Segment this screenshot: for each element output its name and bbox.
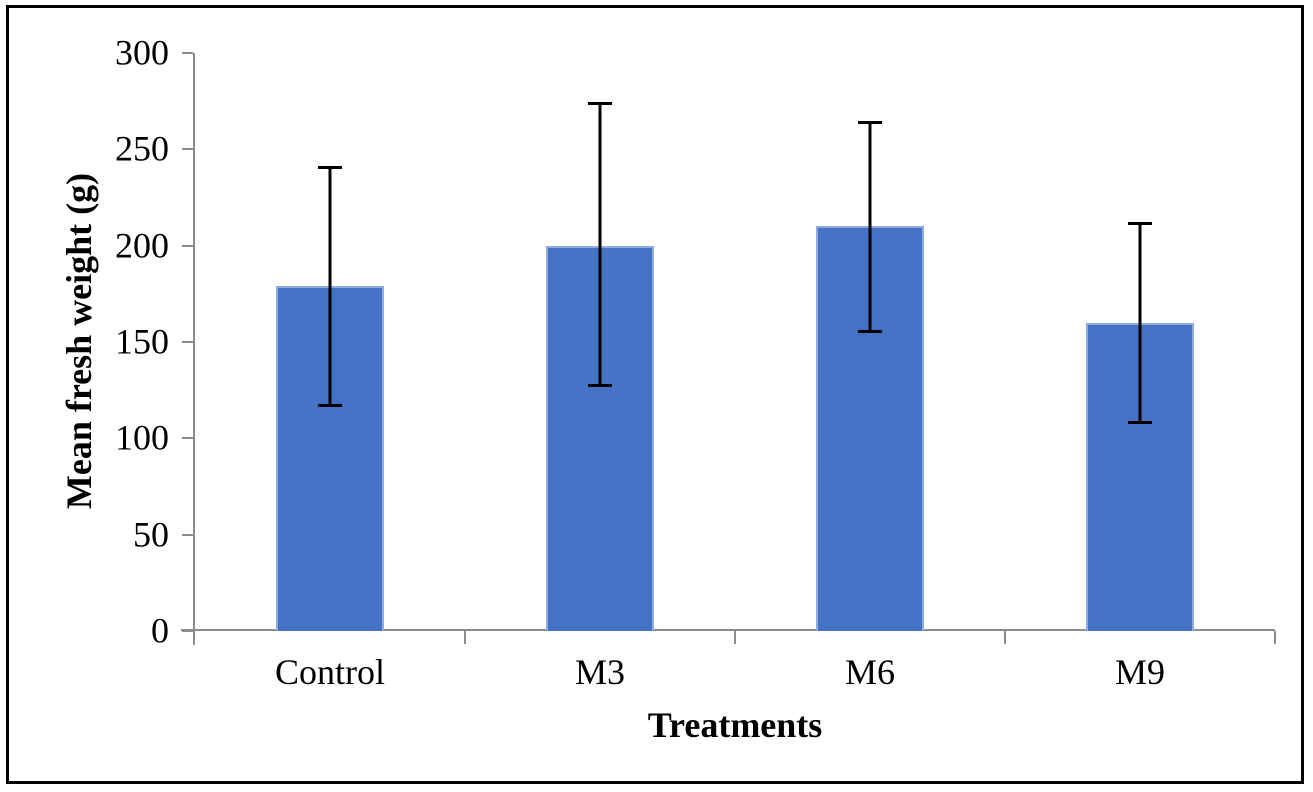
error-bar-cap-top (858, 121, 882, 125)
y-tick-mark (182, 244, 193, 247)
y-tick-label: 150 (115, 321, 169, 362)
error-bar-cap-bottom (318, 403, 342, 407)
y-tick-mark (182, 52, 193, 54)
y-tick-mark (182, 630, 193, 632)
error-bar-cap-bottom (588, 384, 612, 388)
y-tick-label: 100 (115, 417, 169, 458)
error-bar-cap-top (318, 165, 342, 169)
error-bar-line (868, 122, 872, 333)
chart-border-frame: 0 50 100 150 200 250 300 Control M3 M6 M9 Treatmen… (6, 5, 1304, 784)
y-axis-line (193, 53, 195, 645)
y-tick-mark (182, 341, 193, 343)
y-tick-mark (182, 148, 193, 151)
x-axis-line (181, 629, 1275, 631)
x-tick-mark (1004, 631, 1006, 644)
x-tick-mark (734, 631, 736, 644)
error-bar-cap-bottom (1128, 420, 1152, 424)
y-tick-label: 0 (151, 610, 169, 651)
error-bar-cap-bottom (858, 330, 882, 334)
category-label-m9: M9 (1114, 652, 1166, 692)
category-label-m6: M6 (844, 652, 896, 692)
error-bar-cap-top (1128, 221, 1152, 225)
y-tick-mark (182, 437, 193, 440)
category-label-m3: M3 (574, 652, 626, 692)
y-tick-label: 200 (115, 224, 169, 265)
error-bar-cap-top (588, 102, 612, 106)
error-bar-line (328, 166, 332, 406)
x-axis-title: Treatments (647, 705, 823, 745)
y-tick-label: 250 (115, 128, 169, 169)
y-axis-title: Mean fresh weight (g) (59, 172, 99, 510)
y-tick-label: 300 (115, 32, 169, 73)
x-tick-mark (464, 631, 466, 644)
y-tick-label: 50 (133, 513, 169, 554)
error-bar-line (598, 103, 602, 387)
plot-area: 0 50 100 150 200 250 300 Control M3 M6 M9 (115, 34, 1276, 692)
error-bar-line (1138, 222, 1142, 423)
y-tick-mark (182, 533, 193, 536)
x-tick-mark (1274, 631, 1276, 644)
category-label-control: Control (274, 652, 386, 692)
